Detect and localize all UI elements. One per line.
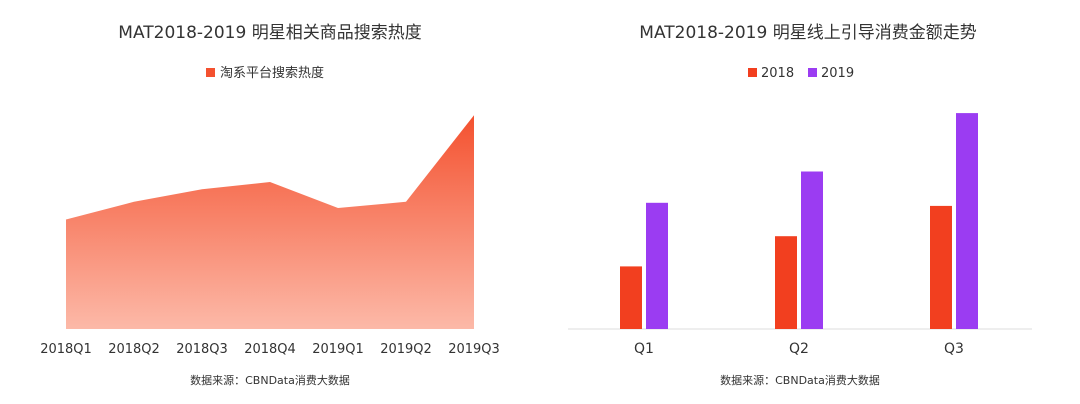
bar-2019-Q2 [801, 172, 823, 330]
bar-2018-Q1 [620, 266, 642, 329]
area-legend-swatch [206, 68, 215, 77]
bar-legend-label-2018: 2018 [761, 66, 794, 81]
area-x-tick-2019Q1: 2019Q1 [312, 342, 364, 357]
area-series [66, 115, 474, 329]
bar-2019-Q1 [646, 203, 668, 329]
bar-chart-legend: 2018 2019 [748, 66, 854, 81]
area-chart-title: MAT2018-2019 明星相关商品搜索热度 [118, 23, 421, 43]
area-x-tick-2018Q3: 2018Q3 [176, 342, 228, 357]
bar-legend-swatch-2018 [748, 68, 757, 77]
bar-chart-title: MAT2018-2019 明星线上引导消费金额走势 [639, 23, 976, 43]
bar-legend-label-2019: 2019 [821, 66, 854, 81]
area-x-tick-2019Q3: 2019Q3 [448, 342, 500, 357]
area-x-tick-2019Q2: 2019Q2 [380, 342, 432, 357]
bar-x-tick-Q3: Q3 [944, 341, 964, 357]
bar-2019-Q3 [956, 113, 978, 329]
area-x-tick-2018Q1: 2018Q1 [40, 342, 92, 357]
area-x-tick-2018Q4: 2018Q4 [244, 342, 296, 357]
area-x-tick-2018Q2: 2018Q2 [108, 342, 160, 357]
bar-series [620, 113, 978, 329]
area-legend-label: 淘系平台搜索热度 [220, 65, 324, 81]
bar-2018-Q3 [930, 206, 952, 329]
bar-x-tick-Q1: Q1 [634, 341, 654, 357]
area-chart-legend: 淘系平台搜索热度 [206, 65, 324, 81]
bar-x-tick-Q2: Q2 [789, 341, 809, 357]
bar-legend-swatch-2019 [808, 68, 817, 77]
bar-x-axis-ticks: Q1 Q2 Q3 [634, 341, 964, 357]
bar-2018-Q2 [775, 236, 797, 329]
bar-chart-source: 数据来源：CBNData消费大数据 [720, 373, 880, 387]
area-series-fill [66, 115, 474, 329]
bar-chart: MAT2018-2019 明星线上引导消费金额走势 2018 2019 Q1 Q2… [568, 23, 1032, 387]
area-chart-source: 数据来源：CBNData消费大数据 [190, 373, 350, 387]
area-x-axis-ticks: 2018Q1 2018Q2 2018Q3 2018Q4 2019Q1 2019Q2 2019… [40, 342, 500, 357]
